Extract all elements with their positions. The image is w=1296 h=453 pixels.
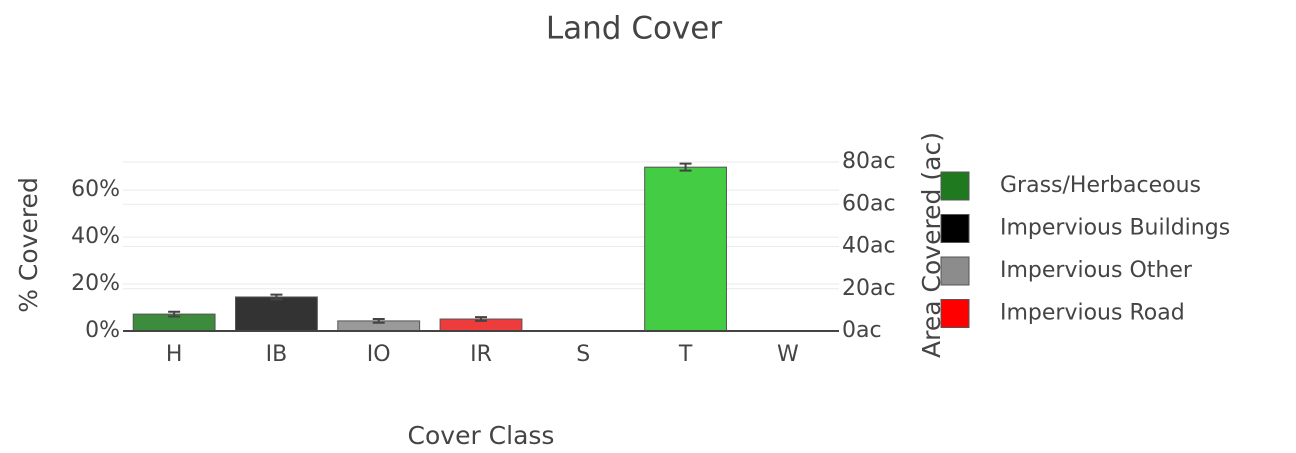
legend-swatch	[940, 214, 970, 243]
x-tick-label: H	[166, 342, 183, 367]
legend-label: Impervious Road	[1000, 301, 1185, 326]
legend-swatch	[940, 256, 970, 286]
error-bar	[679, 162, 692, 172]
y2-tick-label: 20ac	[842, 276, 896, 301]
legend-swatch	[940, 299, 970, 328]
y-tick-label: 40%	[71, 224, 120, 249]
y-axis-label: % Covered	[14, 177, 43, 313]
x-tick-label: IB	[266, 342, 288, 367]
x-tick-label: W	[777, 342, 799, 367]
y2-tick-label: 80ac	[842, 149, 896, 174]
x-tick-label: T	[678, 342, 693, 367]
legend-label: Impervious Buildings	[1000, 216, 1230, 241]
error-bar	[270, 293, 283, 301]
error-bar	[372, 318, 385, 324]
legend-swatch	[940, 171, 970, 201]
x-tick-label: IR	[470, 342, 492, 367]
y-tick-label: 60%	[71, 177, 120, 202]
y2-tick-label: 60ac	[842, 191, 896, 216]
x-tick-label: S	[576, 342, 590, 367]
bar	[644, 166, 727, 332]
y-tick-label: 20%	[71, 271, 120, 296]
x-axis-label: Cover Class	[408, 421, 555, 450]
y2-tick-label: 40ac	[842, 234, 896, 259]
error-bar	[475, 316, 487, 322]
error-bar	[168, 310, 181, 318]
legend-label: Grass/Herbaceous	[1000, 173, 1201, 198]
y2-tick-label: 0ac	[842, 318, 882, 343]
y-tick-label: 0%	[85, 318, 120, 343]
legend-label: Impervious Other	[1000, 258, 1193, 283]
chart-title: Land Cover	[546, 11, 722, 47]
x-tick-label: IO	[367, 342, 391, 367]
bar	[235, 296, 318, 332]
